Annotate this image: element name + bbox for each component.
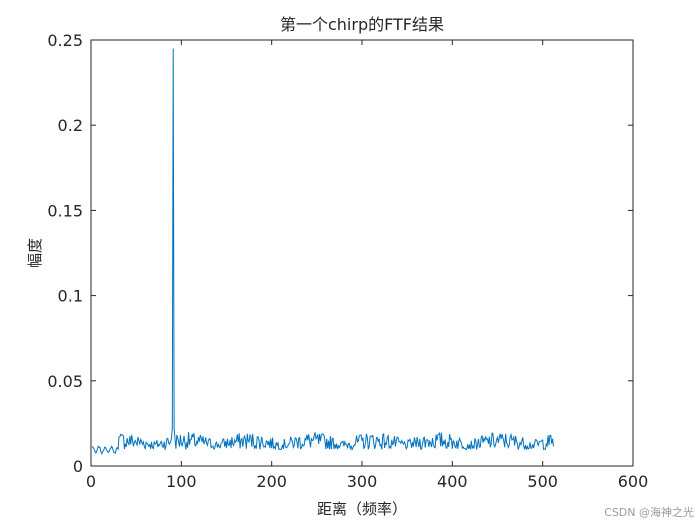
plot-area <box>91 40 633 466</box>
watermark: CSDN @海神之光 <box>604 505 694 519</box>
x-tick-label: 400 <box>437 472 468 491</box>
y-tick-label: 0.1 <box>58 287 83 306</box>
y-axis-label: 幅度 <box>26 238 44 268</box>
chart-title: 第一个chirp的FTF结果 <box>280 15 444 34</box>
y-tick-label: 0.15 <box>47 201 83 220</box>
x-tick-label: 600 <box>618 472 649 491</box>
series-line <box>91 48 555 456</box>
y-tick-label: 0 <box>73 457 83 476</box>
y-axis: 0 0.05 0.1 0.15 0.2 0.25 <box>47 31 633 476</box>
y-tick-label: 0.05 <box>47 372 83 391</box>
x-tick-label: 100 <box>166 472 197 491</box>
y-tick-label: 0.25 <box>47 31 83 50</box>
x-tick-label: 200 <box>256 472 287 491</box>
x-axis-label: 距离（频率） <box>317 500 407 518</box>
x-tick-label: 0 <box>86 472 96 491</box>
y-tick-label: 0.2 <box>58 116 83 135</box>
x-tick-label: 300 <box>347 472 378 491</box>
x-axis: 0 100 200 300 400 500 600 <box>86 40 648 491</box>
x-tick-label: 500 <box>527 472 558 491</box>
